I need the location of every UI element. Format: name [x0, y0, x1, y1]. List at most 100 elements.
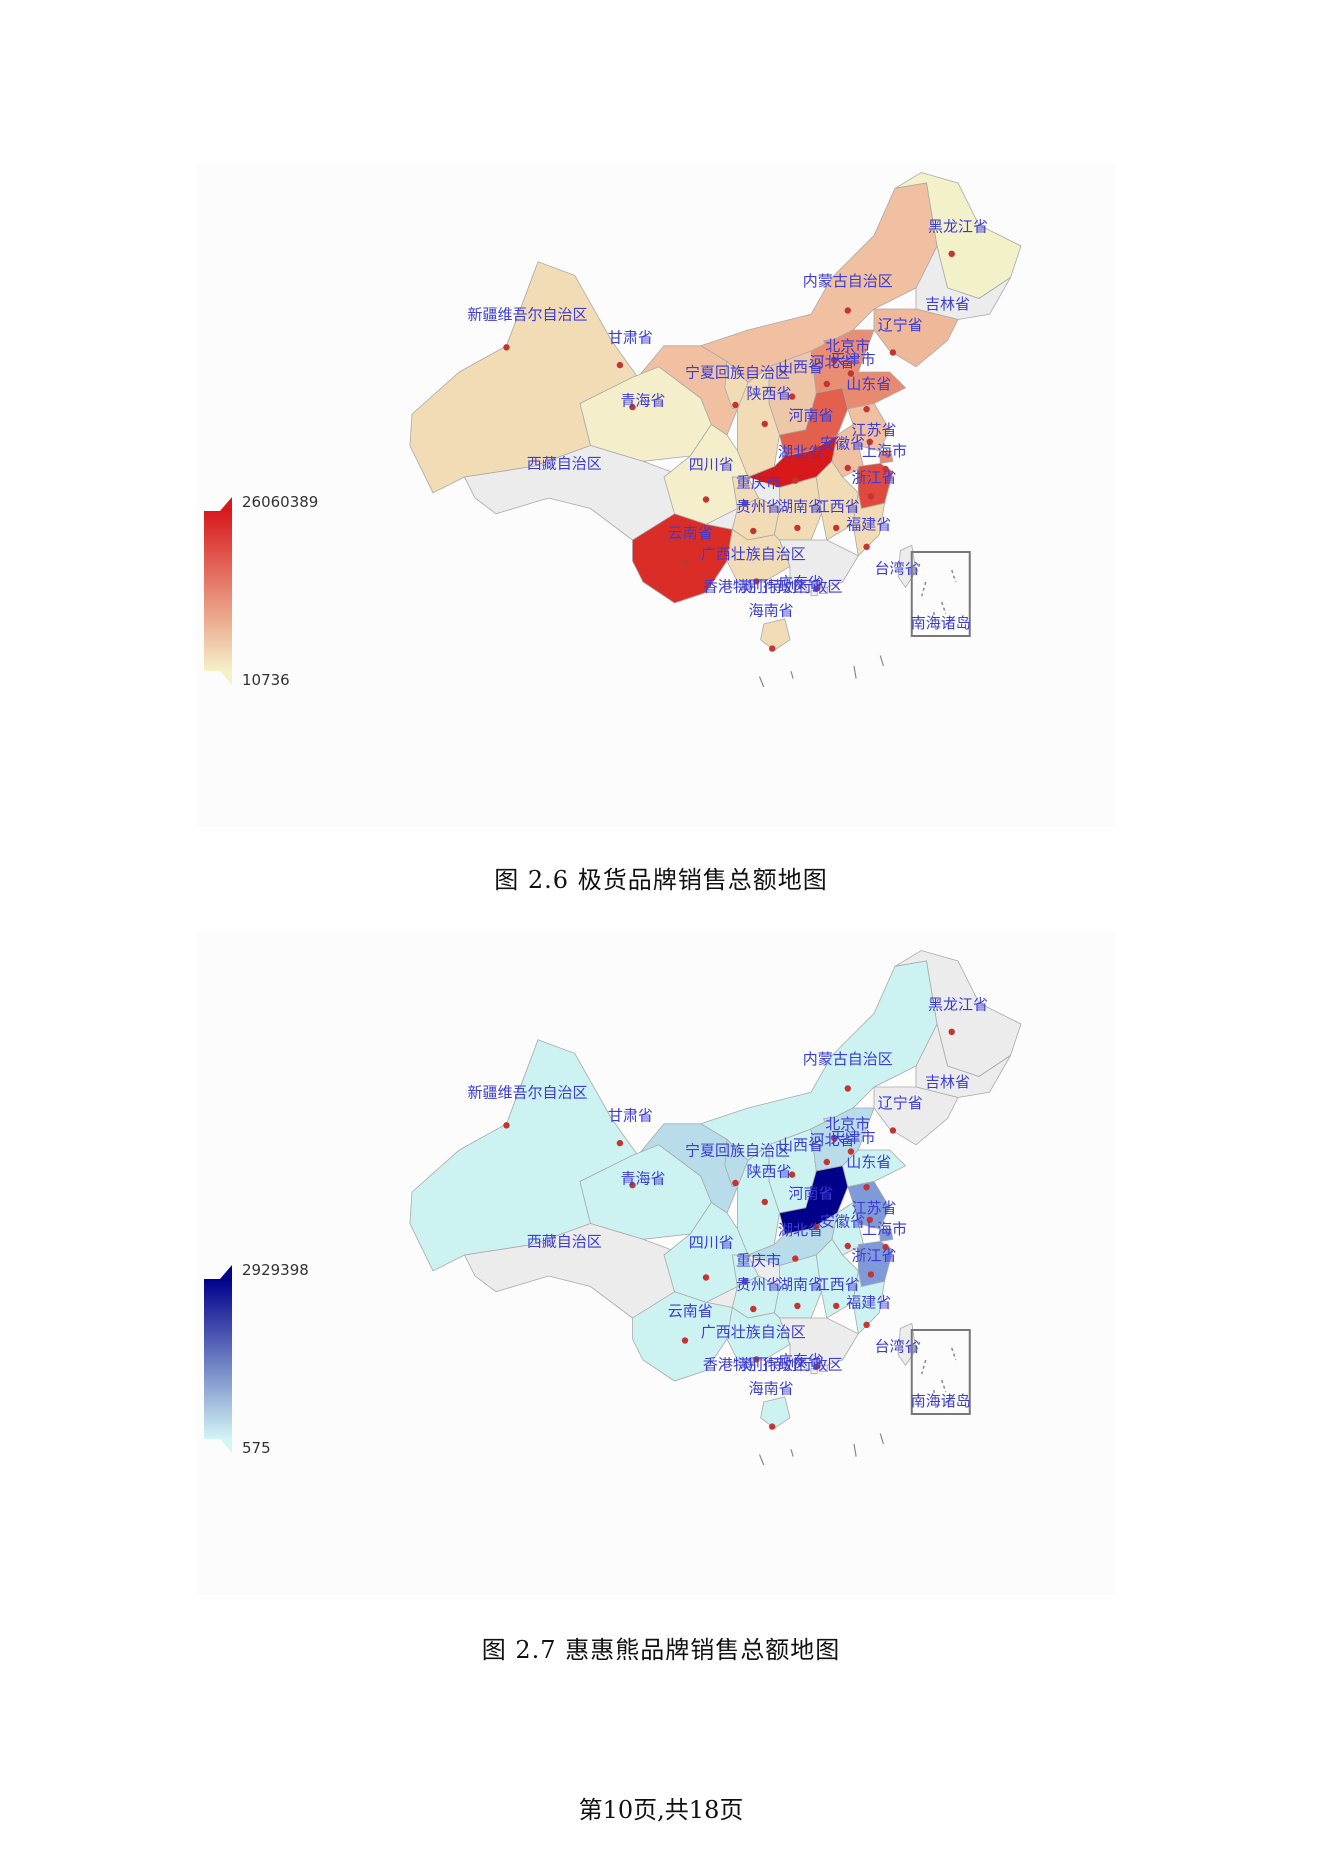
- province-region[interactable]: [632, 1291, 733, 1382]
- province-label: 海南省: [749, 602, 794, 620]
- province-marker[interactable]: [792, 477, 799, 484]
- province-marker[interactable]: [813, 1363, 820, 1370]
- province-marker[interactable]: [863, 1184, 870, 1191]
- province-marker[interactable]: [882, 1243, 889, 1251]
- legend-handle-bottom-1[interactable]: [220, 671, 232, 685]
- province-marker[interactable]: [616, 361, 624, 369]
- province-marker[interactable]: [889, 1127, 897, 1134]
- province-marker[interactable]: [866, 1216, 873, 1223]
- province-marker[interactable]: [844, 1085, 851, 1092]
- province-region[interactable]: [579, 366, 712, 462]
- province-label: 北京市: [825, 1115, 870, 1133]
- province-region[interactable]: [632, 513, 733, 604]
- province-region[interactable]: [760, 1396, 791, 1429]
- province-marker[interactable]: [867, 493, 875, 500]
- province-marker[interactable]: [863, 1321, 870, 1328]
- province-marker[interactable]: [863, 543, 870, 550]
- province-label: 吉林省: [925, 295, 970, 313]
- province-marker[interactable]: [741, 1278, 749, 1285]
- province-marker[interactable]: [823, 1158, 830, 1166]
- province-label: 新疆维吾尔自治区: [467, 306, 587, 324]
- province-marker[interactable]: [732, 1179, 739, 1187]
- province-marker[interactable]: [867, 1271, 875, 1278]
- map-figure-1: 黑龙江省 吉林省 辽宁省 内蒙古自治区 新疆维吾尔自治区 甘肃省 宁夏回族自治区 山西省 北京市…: [196, 162, 1116, 827]
- province-marker[interactable]: [794, 1302, 801, 1310]
- province-marker[interactable]: [741, 500, 749, 507]
- province-marker[interactable]: [769, 1423, 776, 1430]
- province-region[interactable]: [819, 586, 829, 595]
- province-region[interactable]: [760, 618, 791, 651]
- province-marker[interactable]: [616, 1139, 624, 1147]
- island-marks: [758, 655, 884, 688]
- province-marker[interactable]: [830, 1134, 838, 1141]
- province-marker[interactable]: [833, 524, 840, 532]
- province-label: 宁夏回族自治区: [685, 363, 790, 381]
- province-marker[interactable]: [761, 420, 768, 428]
- legend-handle-top-2[interactable]: [220, 1265, 232, 1279]
- province-marker[interactable]: [753, 578, 760, 585]
- province-label: 广西壮族自治区: [701, 1323, 806, 1341]
- province-marker[interactable]: [844, 464, 851, 472]
- province-marker[interactable]: [830, 356, 838, 363]
- province-marker[interactable]: [769, 645, 776, 652]
- province-marker[interactable]: [702, 496, 710, 503]
- province-marker[interactable]: [761, 1198, 768, 1206]
- province-marker[interactable]: [866, 438, 873, 445]
- province-label: 湖北省: [778, 1221, 823, 1239]
- province-label: 河南省: [788, 406, 833, 424]
- province-label: 湖南省: [778, 498, 823, 516]
- province-marker[interactable]: [863, 406, 870, 413]
- province-region[interactable]: [878, 450, 894, 464]
- province-label: 湖南省: [778, 1276, 823, 1294]
- province-region[interactable]: [915, 1022, 1011, 1098]
- province-region[interactable]: [878, 1228, 894, 1242]
- map-figure-2: 黑龙江省 吉林省 辽宁省 内蒙古自治区 新疆维吾尔自治区 甘肃省 宁夏回族自治区 山西省 北京市…: [196, 930, 1116, 1595]
- province-region[interactable]: [778, 539, 859, 593]
- province-marker[interactable]: [882, 465, 889, 473]
- province-marker[interactable]: [948, 250, 955, 257]
- province-label: 澳门特别行政区: [737, 578, 842, 596]
- province-marker[interactable]: [732, 401, 739, 409]
- province-label: 黑龙江省: [928, 995, 988, 1013]
- province-marker[interactable]: [844, 1242, 851, 1250]
- province-marker[interactable]: [629, 403, 636, 411]
- province-label: 江西省: [815, 1276, 860, 1294]
- province-marker[interactable]: [847, 1148, 855, 1155]
- province-marker[interactable]: [813, 1223, 820, 1231]
- province-marker[interactable]: [681, 1337, 689, 1344]
- province-marker[interactable]: [792, 1255, 799, 1262]
- province-marker[interactable]: [813, 445, 820, 453]
- province-marker[interactable]: [629, 1181, 636, 1189]
- province-marker[interactable]: [753, 1356, 760, 1363]
- province-marker[interactable]: [833, 1302, 840, 1310]
- province-marker[interactable]: [681, 559, 689, 566]
- province-marker[interactable]: [750, 1305, 757, 1313]
- province-marker[interactable]: [823, 380, 830, 388]
- province-marker[interactable]: [889, 349, 897, 356]
- province-marker[interactable]: [788, 393, 796, 400]
- province-region[interactable]: [579, 1144, 712, 1240]
- province-marker[interactable]: [794, 524, 801, 532]
- province-region[interactable]: [819, 1364, 829, 1373]
- legend-handle-bottom-2[interactable]: [220, 1439, 232, 1453]
- province-label: 湖北省: [778, 443, 823, 461]
- province-marker[interactable]: [503, 1122, 510, 1129]
- province-marker[interactable]: [788, 1171, 796, 1178]
- province-marker[interactable]: [750, 527, 757, 535]
- province-label: 西藏自治区: [527, 1233, 602, 1251]
- province-region[interactable]: [778, 1317, 859, 1371]
- legend-handle-top-1[interactable]: [220, 497, 232, 511]
- province-marker[interactable]: [844, 307, 851, 314]
- legend-min-value-2: 575: [242, 1439, 271, 1457]
- province-region[interactable]: [915, 244, 1011, 320]
- province-label: 浙江省: [851, 1246, 896, 1264]
- province-marker[interactable]: [847, 370, 855, 377]
- province-label: 香港特别行政区: [703, 1356, 808, 1374]
- province-label: 四川省: [689, 456, 734, 474]
- province-marker[interactable]: [702, 1274, 710, 1281]
- province-marker[interactable]: [948, 1028, 955, 1035]
- province-label: 宁夏回族自治区: [685, 1141, 790, 1159]
- province-marker[interactable]: [813, 585, 820, 592]
- province-marker[interactable]: [503, 344, 510, 351]
